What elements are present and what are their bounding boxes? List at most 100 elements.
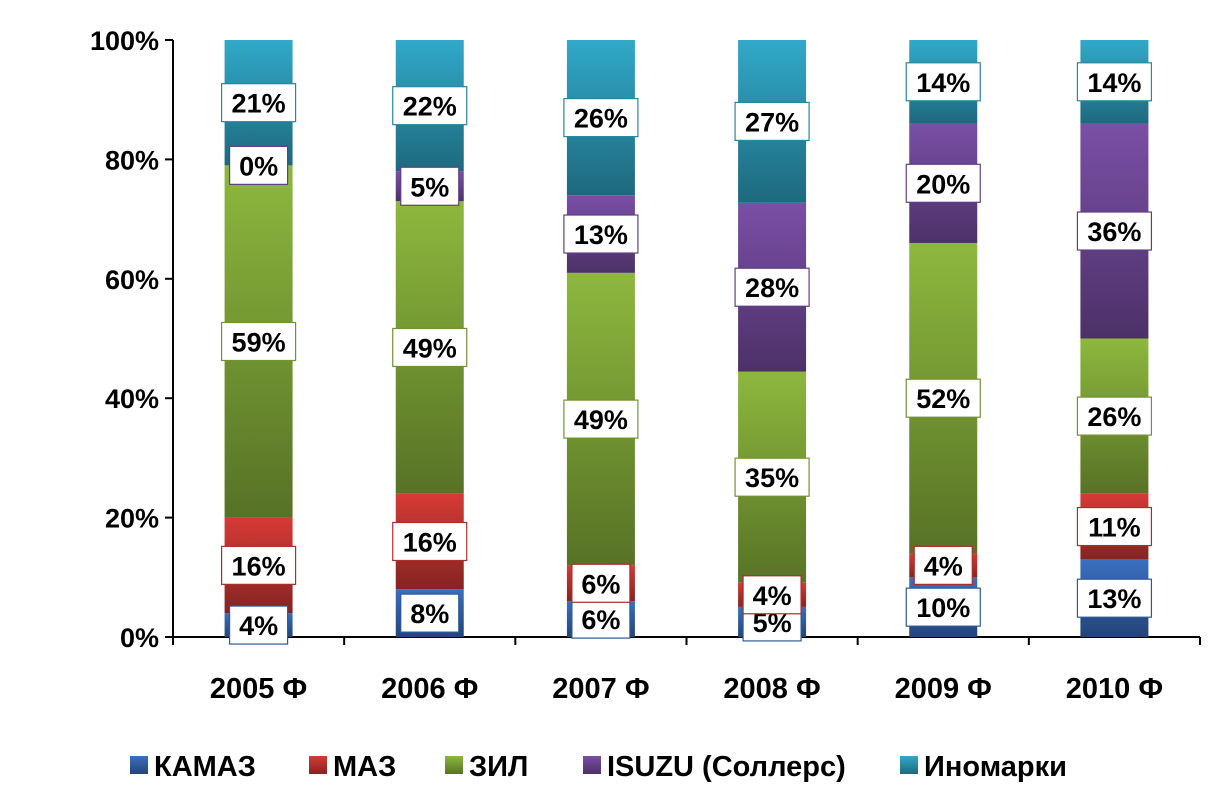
data-label-text: 49%: [403, 333, 457, 363]
data-label-box: [734, 457, 810, 497]
data-label: 13%: [563, 214, 639, 254]
data-label-box: [220, 545, 297, 585]
data-label: 26%: [563, 98, 639, 138]
y-tick-label: 100%: [90, 26, 159, 56]
data-label: 49%: [563, 399, 639, 439]
data-label-box: [400, 166, 460, 206]
data-label-text: 28%: [745, 273, 799, 303]
data-label-text: 11%: [1088, 513, 1141, 543]
legend-swatch: [445, 756, 463, 774]
x-category-label: 2007 Ф: [552, 673, 649, 705]
data-label: 20%: [905, 163, 981, 203]
data-label: 26%: [1076, 396, 1153, 436]
data-label: 6%: [571, 599, 631, 639]
data-label-text: 4%: [239, 611, 278, 641]
bars: [224, 40, 1149, 637]
data-label-box: [228, 145, 289, 185]
data-label: 10%: [905, 587, 981, 627]
axes: 0% 20% 40% 60% 80% 100% 2005 Ф 2006 Ф 2007 Ф 2008…: [90, 26, 1201, 705]
data-label-box: [392, 86, 468, 126]
x-category-label: 2008 Ф: [723, 673, 820, 705]
data-label-box: [563, 399, 639, 439]
data-label-text: 14%: [916, 68, 970, 98]
data-label-text: 6%: [581, 605, 620, 635]
data-label: 35%: [734, 457, 810, 497]
data-label: 14%: [905, 62, 981, 102]
data-label-text: 20%: [916, 169, 970, 199]
data-label-text: 13%: [1087, 584, 1141, 614]
legend-swatch: [309, 756, 327, 774]
data-label-text: 4%: [753, 581, 792, 611]
data-label: 28%: [734, 267, 810, 307]
data-label-box: [905, 62, 981, 102]
data-label-box: [563, 98, 639, 138]
data-label: 4%: [742, 575, 802, 615]
data-label: 21%: [220, 83, 297, 123]
data-label-text: 36%: [1087, 217, 1141, 247]
legend-swatch: [130, 756, 148, 774]
x-category-label: 2006 Ф: [381, 673, 478, 705]
data-label-text: 8%: [410, 599, 449, 629]
y-tick-label: 0%: [120, 623, 159, 653]
data-label: 11%: [1076, 506, 1153, 547]
data-label-text: 4%: [924, 551, 963, 581]
data-label-text: 0%: [239, 151, 278, 181]
data-label-text: 21%: [232, 89, 286, 119]
data-label-box: [571, 599, 631, 639]
data-label-box: [905, 587, 981, 627]
x-category-label: 2009 Ф: [895, 673, 992, 705]
data-label-box: [905, 163, 981, 203]
legend-item: ISUZU (Соллерс): [583, 751, 846, 783]
x-category-label: 2010 Ф: [1066, 673, 1163, 705]
data-label-box: [392, 327, 468, 368]
y-tick-label: 80%: [105, 145, 159, 175]
y-tick-label: 60%: [105, 265, 159, 295]
data-label: 59%: [220, 321, 297, 362]
data-label-box: [1076, 211, 1153, 251]
legend-item: МАЗ: [309, 751, 396, 783]
data-label-box: [392, 521, 468, 562]
legend-label: Иномарки: [924, 751, 1067, 783]
data-label-text: 59%: [232, 327, 286, 357]
data-label-box: [905, 378, 981, 418]
data-label: 0%: [228, 145, 289, 185]
data-label-box: [913, 545, 973, 585]
data-label-text: 16%: [403, 527, 457, 557]
data-label: 52%: [905, 378, 981, 418]
y-tick-label: 40%: [105, 384, 159, 414]
legend-item: Иномарки: [900, 751, 1067, 783]
legend: КАМАЗ МАЗ ЗИЛ ISUZU (Соллерс) Иномарки: [130, 751, 1067, 783]
data-label: 4%: [913, 545, 973, 585]
data-label: 8%: [400, 593, 460, 633]
legend-label: ISUZU (Соллерс): [607, 751, 846, 783]
data-label-box: [563, 214, 639, 254]
data-label: 6%: [571, 563, 631, 603]
data-label-text: 14%: [1087, 68, 1141, 98]
data-label-box: [1076, 506, 1153, 547]
data-label-text: 26%: [1087, 402, 1141, 432]
data-label-box: [742, 575, 802, 615]
data-label: 22%: [392, 86, 468, 126]
data-label: 14%: [1076, 62, 1153, 102]
data-label-text: 13%: [574, 220, 628, 250]
data-label-text: 16%: [232, 551, 286, 581]
data-label-text: 27%: [745, 107, 799, 137]
data-label-box: [1076, 62, 1153, 102]
data-label-box: [571, 563, 631, 603]
data-label: 27%: [734, 101, 810, 142]
data-label: 49%: [392, 327, 468, 368]
data-label-text: 49%: [574, 405, 628, 435]
legend-item: КАМАЗ: [130, 751, 256, 783]
data-label-box: [220, 83, 297, 123]
legend-swatch: [900, 756, 918, 774]
data-label-text: 6%: [581, 569, 620, 599]
legend-label: ЗИЛ: [469, 751, 528, 783]
data-label-box: [1076, 578, 1153, 618]
data-label: 16%: [220, 545, 297, 585]
data-label-box: [734, 101, 810, 142]
data-label-text: 5%: [410, 172, 449, 202]
y-tick-label: 20%: [105, 504, 159, 534]
x-category-label: 2005 Ф: [210, 673, 307, 705]
data-label-text: 52%: [916, 384, 970, 414]
